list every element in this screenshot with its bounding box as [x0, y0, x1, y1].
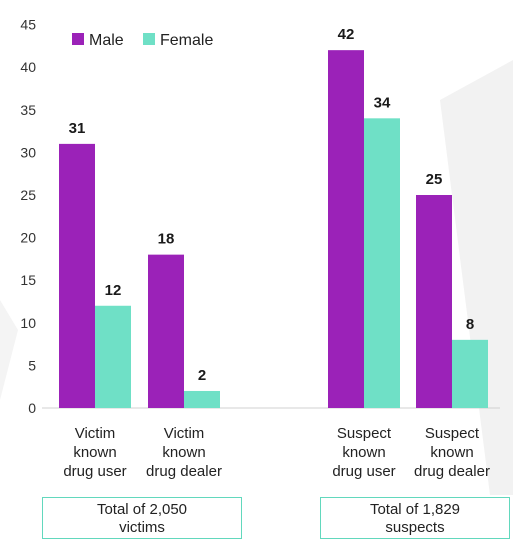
legend-label-female: Female — [160, 32, 213, 49]
category-label: Suspect known drug dealer — [414, 425, 490, 480]
victims-total-line2: victims — [119, 519, 165, 536]
y-tick-label: 10 — [20, 315, 36, 331]
data-label: 25 — [426, 171, 443, 188]
legend-label-male: Male — [89, 32, 124, 49]
y-tick-label: 0 — [28, 400, 36, 416]
legend-swatch-female — [143, 33, 155, 45]
victims-total-line1: Total of 2,050 — [96, 501, 188, 518]
data-label: 12 — [105, 282, 122, 299]
bars — [59, 50, 488, 408]
y-tick-label: 30 — [20, 144, 36, 160]
category-label: Victim known drug user — [63, 425, 126, 480]
data-label: 8 — [466, 316, 474, 333]
y-tick-label: 45 — [20, 17, 36, 33]
data-label: 34 — [374, 94, 391, 111]
y-axis-ticks: 0 5 10 15 20 25 30 35 40 45 — [20, 17, 36, 416]
bar-chart: 0 5 10 15 20 25 30 35 40 45 31 18 42 25 12 2 34 8 Victim… — [0, 17, 513, 495]
y-tick-label: 40 — [20, 59, 36, 75]
y-tick-label: 15 — [20, 272, 36, 288]
suspects-total-line1: Total of 1,829 — [369, 501, 461, 518]
data-labels: 31 18 42 25 12 2 34 8 — [69, 26, 475, 384]
category-label: Victim known drug dealer — [146, 425, 222, 480]
y-tick-label: 5 — [28, 357, 36, 373]
category-labels: Victim known drug user Victim known drug deal… — [63, 425, 490, 480]
background-shapes — [0, 60, 513, 495]
bar-male — [148, 254, 184, 408]
bar-female — [452, 339, 488, 408]
legend-swatch-male — [72, 33, 84, 45]
category-label: Suspect known drug user — [332, 425, 395, 480]
data-label: 18 — [158, 231, 175, 248]
legend: Male Female — [72, 32, 213, 49]
data-label: 2 — [198, 367, 206, 384]
data-label: 31 — [69, 120, 86, 137]
bar-female — [184, 390, 220, 408]
bar-male — [416, 195, 452, 408]
y-tick-label: 25 — [20, 187, 36, 203]
bar-female — [95, 305, 131, 408]
victims-total-box: Total of 2,050 victims — [42, 497, 242, 539]
bar-male — [59, 143, 95, 408]
bar-female — [364, 118, 400, 408]
y-tick-label: 20 — [20, 230, 36, 246]
data-label: 42 — [338, 26, 355, 43]
suspects-total-box: Total of 1,829 suspects — [320, 497, 510, 539]
suspects-total-line2: suspects — [385, 519, 445, 536]
y-tick-label: 35 — [20, 102, 36, 118]
bar-male — [328, 50, 364, 408]
